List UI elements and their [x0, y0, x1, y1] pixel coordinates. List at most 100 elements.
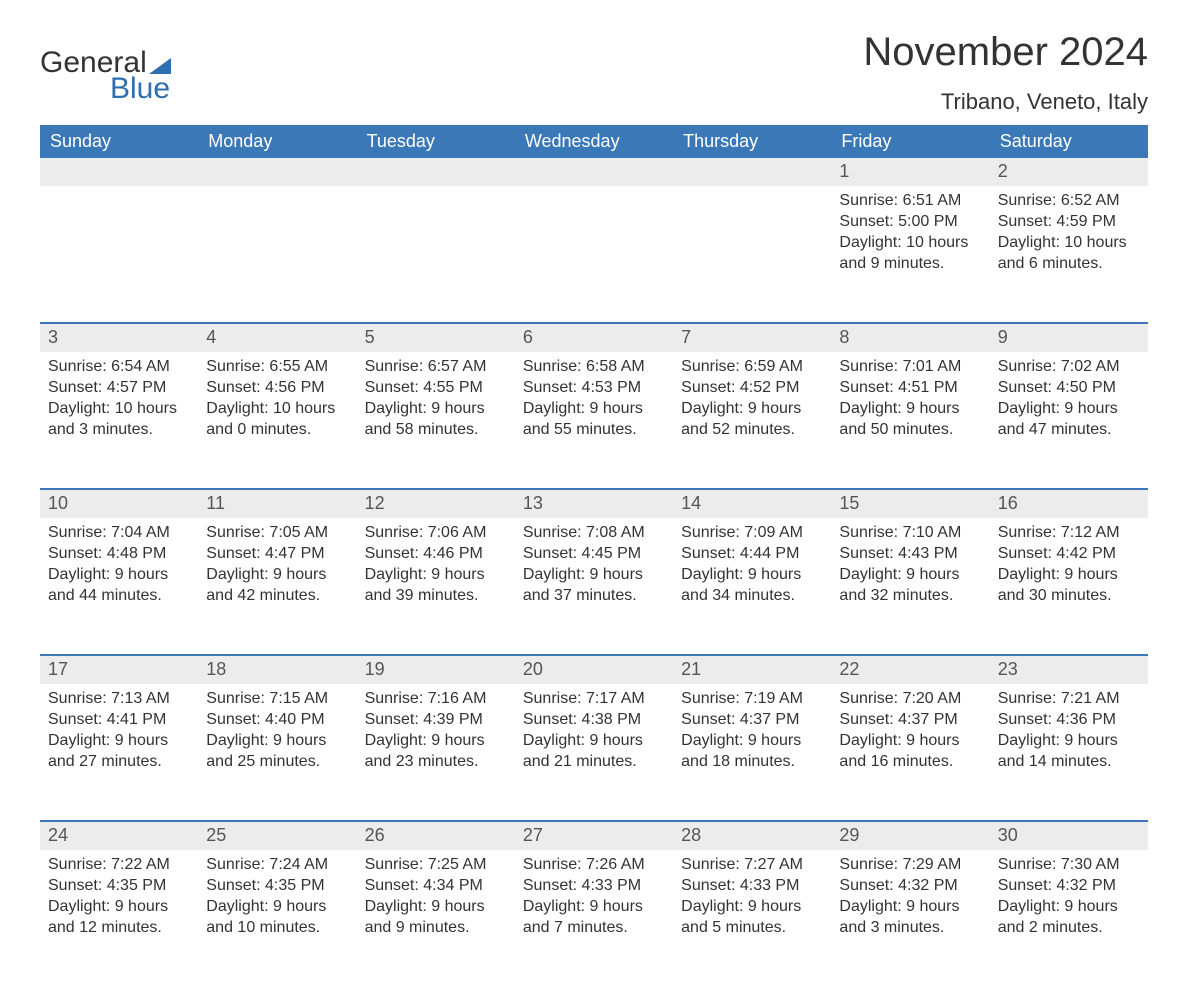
day-number: [40, 158, 198, 186]
title-block: November 2024 Tribano, Veneto, Italy: [863, 30, 1148, 115]
day-cell: 24Sunrise: 7:22 AMSunset: 4:35 PMDayligh…: [40, 822, 198, 950]
sunset-line: Sunset: 4:57 PM: [48, 377, 190, 398]
sunrise-line: Sunrise: 7:01 AM: [839, 356, 981, 377]
day-cell: 12Sunrise: 7:06 AMSunset: 4:46 PMDayligh…: [357, 490, 515, 618]
sunset-line: Sunset: 4:59 PM: [998, 211, 1140, 232]
sunrise-line: Sunrise: 7:12 AM: [998, 522, 1140, 543]
day-details: Sunrise: 7:19 AMSunset: 4:37 PMDaylight:…: [673, 684, 831, 780]
day-number: 11: [198, 490, 356, 518]
day-number: 10: [40, 490, 198, 518]
day-details: [40, 186, 198, 198]
sunset-line: Sunset: 4:56 PM: [206, 377, 348, 398]
sunset-line: Sunset: 4:33 PM: [681, 875, 823, 896]
day-cell: 16Sunrise: 7:12 AMSunset: 4:42 PMDayligh…: [990, 490, 1148, 618]
day-cell: 1Sunrise: 6:51 AMSunset: 5:00 PMDaylight…: [831, 158, 989, 286]
sunset-line: Sunset: 4:45 PM: [523, 543, 665, 564]
sunset-line: Sunset: 4:47 PM: [206, 543, 348, 564]
daylight-line: Daylight: 9 hours and 30 minutes.: [998, 564, 1140, 606]
day-details: Sunrise: 7:04 AMSunset: 4:48 PMDaylight:…: [40, 518, 198, 614]
sunset-line: Sunset: 4:37 PM: [681, 709, 823, 730]
sunrise-line: Sunrise: 7:05 AM: [206, 522, 348, 543]
day-cell: [40, 158, 198, 286]
week-row: 10Sunrise: 7:04 AMSunset: 4:48 PMDayligh…: [40, 488, 1148, 618]
day-number: 13: [515, 490, 673, 518]
sunset-line: Sunset: 4:46 PM: [365, 543, 507, 564]
day-details: Sunrise: 7:16 AMSunset: 4:39 PMDaylight:…: [357, 684, 515, 780]
day-number: [357, 158, 515, 186]
day-cell: [198, 158, 356, 286]
sunset-line: Sunset: 4:40 PM: [206, 709, 348, 730]
day-number: 27: [515, 822, 673, 850]
day-number: [515, 158, 673, 186]
dow-cell: Sunday: [40, 125, 198, 158]
day-number: [673, 158, 831, 186]
day-number: 2: [990, 158, 1148, 186]
day-cell: 13Sunrise: 7:08 AMSunset: 4:45 PMDayligh…: [515, 490, 673, 618]
sunrise-line: Sunrise: 7:22 AM: [48, 854, 190, 875]
day-cell: [673, 158, 831, 286]
sunset-line: Sunset: 4:48 PM: [48, 543, 190, 564]
day-number: 22: [831, 656, 989, 684]
day-number: 1: [831, 158, 989, 186]
daylight-line: Daylight: 9 hours and 50 minutes.: [839, 398, 981, 440]
daylight-line: Daylight: 9 hours and 14 minutes.: [998, 730, 1140, 772]
day-number: 12: [357, 490, 515, 518]
daylight-line: Daylight: 10 hours and 9 minutes.: [839, 232, 981, 274]
brand-logo: General Blue: [40, 30, 171, 104]
day-cell: 10Sunrise: 7:04 AMSunset: 4:48 PMDayligh…: [40, 490, 198, 618]
day-details: Sunrise: 7:29 AMSunset: 4:32 PMDaylight:…: [831, 850, 989, 946]
sunrise-line: Sunrise: 7:19 AM: [681, 688, 823, 709]
brand-triangle-icon: [149, 58, 171, 74]
dow-cell: Thursday: [673, 125, 831, 158]
day-number: 14: [673, 490, 831, 518]
day-details: Sunrise: 7:06 AMSunset: 4:46 PMDaylight:…: [357, 518, 515, 614]
sunset-line: Sunset: 4:39 PM: [365, 709, 507, 730]
day-details: Sunrise: 6:54 AMSunset: 4:57 PMDaylight:…: [40, 352, 198, 448]
day-number: 20: [515, 656, 673, 684]
day-details: [673, 186, 831, 198]
daylight-line: Daylight: 9 hours and 12 minutes.: [48, 896, 190, 938]
day-details: Sunrise: 7:12 AMSunset: 4:42 PMDaylight:…: [990, 518, 1148, 614]
day-number: 29: [831, 822, 989, 850]
day-cell: [357, 158, 515, 286]
daylight-line: Daylight: 9 hours and 10 minutes.: [206, 896, 348, 938]
sunset-line: Sunset: 4:55 PM: [365, 377, 507, 398]
daylight-line: Daylight: 9 hours and 23 minutes.: [365, 730, 507, 772]
day-cell: 8Sunrise: 7:01 AMSunset: 4:51 PMDaylight…: [831, 324, 989, 452]
day-cell: 28Sunrise: 7:27 AMSunset: 4:33 PMDayligh…: [673, 822, 831, 950]
day-details: Sunrise: 6:57 AMSunset: 4:55 PMDaylight:…: [357, 352, 515, 448]
sunset-line: Sunset: 4:52 PM: [681, 377, 823, 398]
day-cell: 26Sunrise: 7:25 AMSunset: 4:34 PMDayligh…: [357, 822, 515, 950]
day-number: 6: [515, 324, 673, 352]
day-cell: 27Sunrise: 7:26 AMSunset: 4:33 PMDayligh…: [515, 822, 673, 950]
day-number: 3: [40, 324, 198, 352]
day-cell: 3Sunrise: 6:54 AMSunset: 4:57 PMDaylight…: [40, 324, 198, 452]
daylight-line: Daylight: 9 hours and 47 minutes.: [998, 398, 1140, 440]
day-details: Sunrise: 7:30 AMSunset: 4:32 PMDaylight:…: [990, 850, 1148, 946]
sunrise-line: Sunrise: 7:08 AM: [523, 522, 665, 543]
week-row: 17Sunrise: 7:13 AMSunset: 4:41 PMDayligh…: [40, 654, 1148, 784]
day-details: Sunrise: 7:25 AMSunset: 4:34 PMDaylight:…: [357, 850, 515, 946]
daylight-line: Daylight: 9 hours and 52 minutes.: [681, 398, 823, 440]
sunset-line: Sunset: 4:35 PM: [206, 875, 348, 896]
day-number: 23: [990, 656, 1148, 684]
day-details: Sunrise: 7:26 AMSunset: 4:33 PMDaylight:…: [515, 850, 673, 946]
sunrise-line: Sunrise: 7:29 AM: [839, 854, 981, 875]
day-cell: 23Sunrise: 7:21 AMSunset: 4:36 PMDayligh…: [990, 656, 1148, 784]
day-cell: 4Sunrise: 6:55 AMSunset: 4:56 PMDaylight…: [198, 324, 356, 452]
day-cell: 19Sunrise: 7:16 AMSunset: 4:39 PMDayligh…: [357, 656, 515, 784]
sunrise-line: Sunrise: 7:16 AM: [365, 688, 507, 709]
sunrise-line: Sunrise: 6:55 AM: [206, 356, 348, 377]
day-cell: 11Sunrise: 7:05 AMSunset: 4:47 PMDayligh…: [198, 490, 356, 618]
day-details: Sunrise: 7:02 AMSunset: 4:50 PMDaylight:…: [990, 352, 1148, 448]
sunrise-line: Sunrise: 7:06 AM: [365, 522, 507, 543]
sunset-line: Sunset: 4:35 PM: [48, 875, 190, 896]
day-number: 5: [357, 324, 515, 352]
daylight-line: Daylight: 10 hours and 3 minutes.: [48, 398, 190, 440]
day-number: 16: [990, 490, 1148, 518]
daylight-line: Daylight: 9 hours and 3 minutes.: [839, 896, 981, 938]
sunset-line: Sunset: 4:43 PM: [839, 543, 981, 564]
dow-cell: Saturday: [990, 125, 1148, 158]
day-cell: 2Sunrise: 6:52 AMSunset: 4:59 PMDaylight…: [990, 158, 1148, 286]
sunrise-line: Sunrise: 7:13 AM: [48, 688, 190, 709]
